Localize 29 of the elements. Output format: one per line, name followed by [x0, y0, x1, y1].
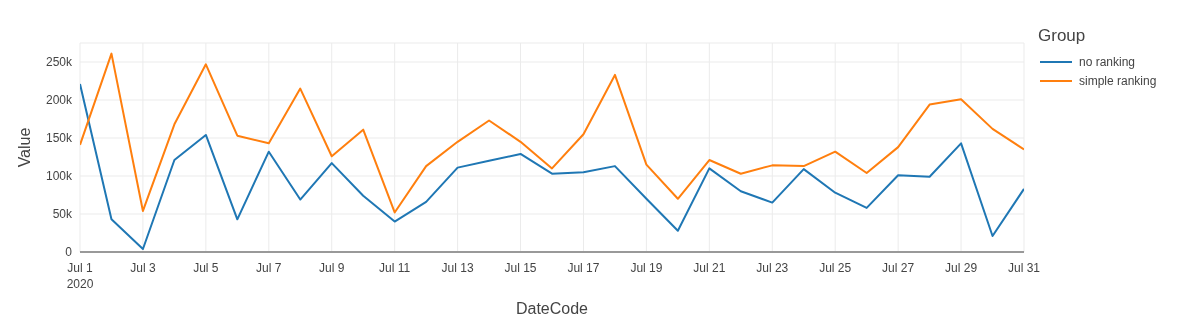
- y-tick-label: 50k: [52, 207, 73, 222]
- y-tick-label: 0: [65, 245, 73, 260]
- x-tick-label: Jul 17: [567, 261, 600, 275]
- x-tick-label: Jul 5: [193, 261, 219, 275]
- legend-title: Group: [1038, 26, 1087, 46]
- x-tick-label: Jul 1 2020: [66, 261, 94, 291]
- legend-label: simple ranking: [1078, 72, 1157, 90]
- line-series: [80, 52, 1024, 214]
- y-tick-label: 150k: [45, 131, 73, 146]
- x-tick-label: Jul 11: [379, 261, 411, 275]
- x-axis-title: DateCode: [515, 300, 589, 317]
- y-tick-label: 250k: [45, 55, 73, 70]
- y-tick-label: 200k: [45, 93, 73, 108]
- x-tick-label: Jul 29: [945, 261, 978, 275]
- x-tick-label: Jul 21: [693, 261, 726, 275]
- x-tick-label: Jul 19: [630, 261, 663, 275]
- line-series: [80, 83, 1024, 250]
- x-tick-label: Jul 31: [1007, 261, 1041, 275]
- y-axis-title: Value: [15, 127, 33, 168]
- x-tick-label: Jul 23: [756, 261, 789, 275]
- x-tick-label: Jul 9: [319, 261, 345, 275]
- legend-label: no ranking: [1078, 53, 1137, 71]
- x-tick-label: Jul 15: [504, 261, 537, 275]
- x-tick-label: Jul 3: [130, 261, 156, 275]
- x-tick-label: Jul 7: [256, 261, 282, 275]
- x-tick-label: Jul 13: [441, 261, 474, 275]
- x-tick-label: Jul 27: [882, 261, 915, 275]
- y-tick-label: 100k: [45, 169, 73, 184]
- x-tick-label: Jul 25: [819, 261, 852, 275]
